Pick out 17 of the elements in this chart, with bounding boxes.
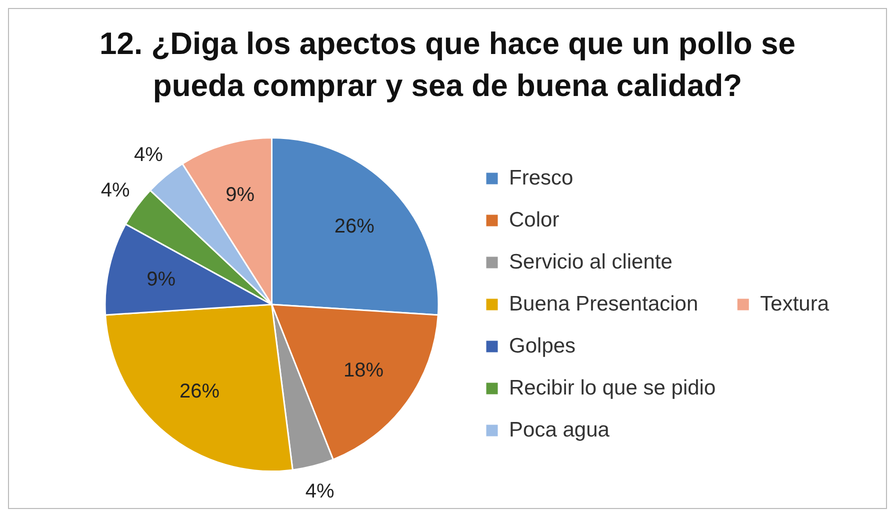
data-label: 26% (334, 215, 375, 238)
legend-label: Buena Presentacion (509, 292, 698, 316)
data-label: 26% (179, 380, 220, 402)
data-label: 9% (146, 268, 176, 290)
legend-label: Textura (760, 292, 830, 316)
data-label: 9% (226, 184, 255, 206)
data-label: 4% (134, 144, 164, 166)
legend-label: Fresco (509, 166, 574, 190)
data-label: 4% (305, 480, 335, 502)
legend-label: Servicio al cliente (509, 250, 672, 274)
chart-title: 12. ¿Diga los apectos que hace que un pollo se pueda comprar y sea de buena calidad? (98, 25, 796, 105)
data-label: 18% (343, 360, 384, 382)
legend-label: Golpes (509, 334, 576, 358)
legend-label: Poca agua (509, 418, 610, 442)
data-label: 4% (100, 179, 130, 202)
legend-label: Recibir lo que se pidio (509, 376, 716, 400)
legend-label: Color (509, 208, 560, 232)
